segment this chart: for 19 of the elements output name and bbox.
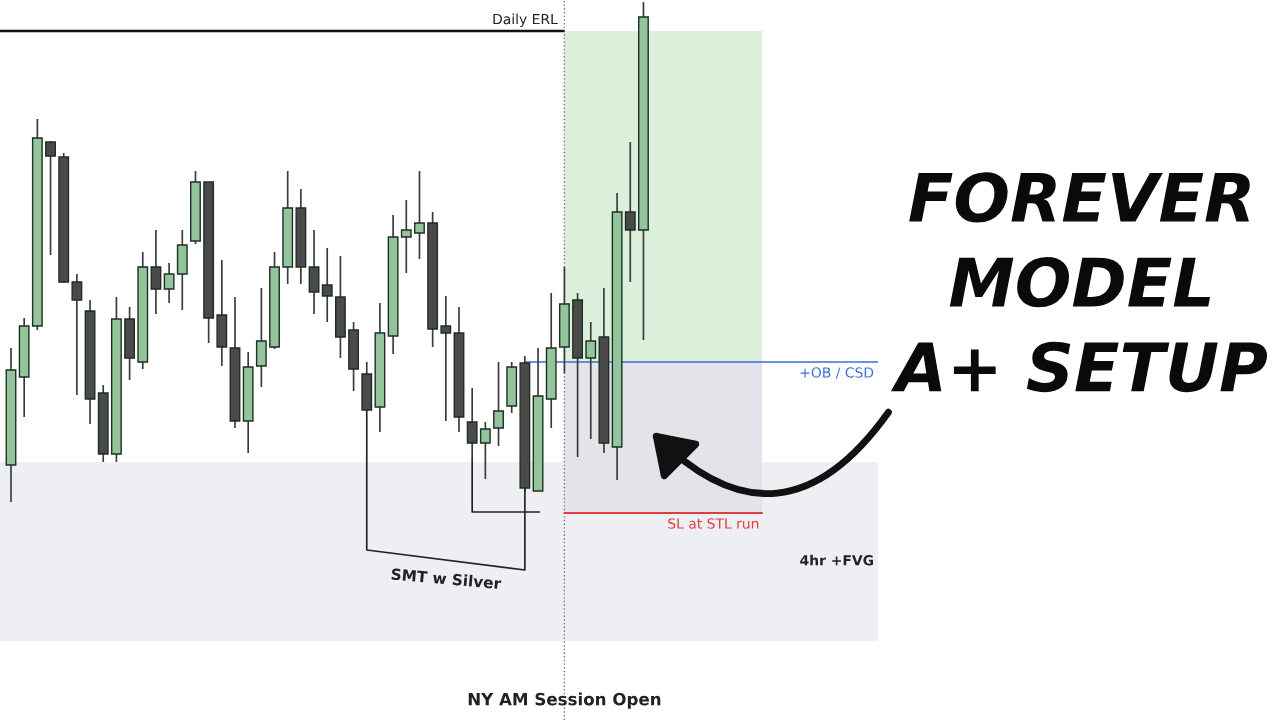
candlestick — [71, 273, 83, 396]
candlestick — [163, 262, 175, 304]
ref-line-label: SL at STL run — [668, 518, 759, 529]
candlestick — [150, 229, 162, 315]
candlestick — [414, 170, 425, 260]
candlestick — [321, 247, 333, 323]
candlestick — [624, 141, 636, 283]
ref-line-label: +OB / CSD — [800, 367, 874, 379]
candlestick — [585, 321, 597, 440]
ref-line-label: Daily ERL — [493, 13, 558, 27]
candlestick — [45, 140, 56, 256]
candlestick — [440, 295, 452, 422]
candlestick — [493, 361, 504, 447]
text: NY AM Session Open — [468, 692, 661, 709]
candlestick — [400, 199, 412, 274]
candlestick — [479, 421, 491, 480]
text: SMT w Silver — [391, 567, 502, 590]
text: FOREVER MODEL A+ SETUP — [890, 172, 1268, 393]
band-label: 4hr +FVG — [800, 554, 874, 566]
